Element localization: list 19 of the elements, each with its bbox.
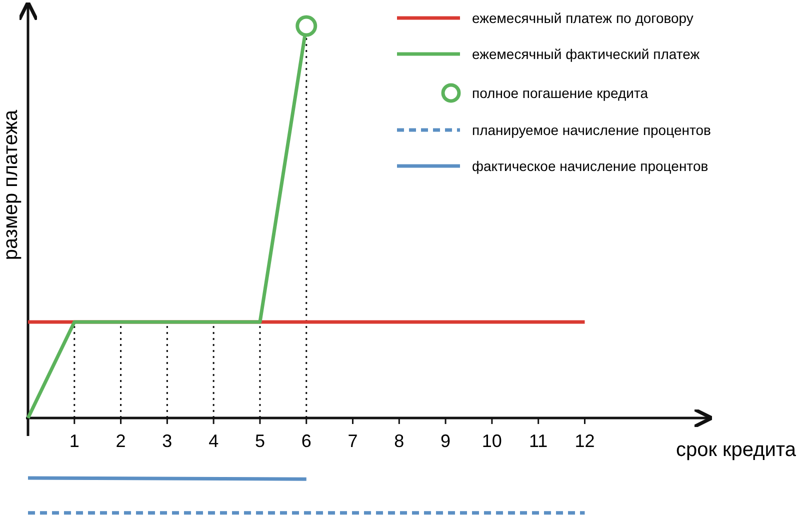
legend-label: фактическое начисление процентов: [472, 158, 708, 174]
x-tick-label: 2: [116, 431, 126, 451]
legend-label: полное погашение кредита: [472, 85, 648, 101]
x-tick-label: 4: [208, 431, 219, 451]
x-tick-label: 7: [348, 431, 358, 451]
x-tick-label: 12: [574, 431, 595, 451]
x-tick-label: 8: [394, 431, 404, 451]
legend-label: ежемесячный платеж по договору: [472, 10, 694, 26]
x-tick-label: 3: [162, 431, 172, 451]
x-tick-label: 5: [254, 431, 265, 451]
legend-label: планируемое начисление процентов: [472, 122, 711, 138]
x-tick-label: 1: [69, 431, 80, 451]
legend-label: ежемесячный фактический платеж: [472, 46, 700, 62]
x-tick-label: 11: [528, 431, 548, 451]
x-axis-title: срок кредита: [676, 439, 797, 461]
x-tick-label: 6: [301, 431, 312, 451]
x-tick-label: 9: [440, 431, 451, 451]
x-tick-label: 10: [482, 431, 502, 451]
y-axis-title: размер платежа: [0, 108, 22, 260]
